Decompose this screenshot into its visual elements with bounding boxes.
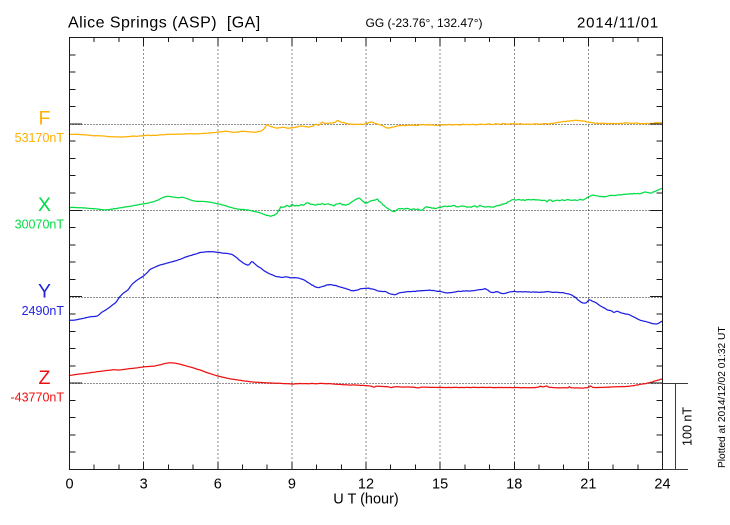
svg-text:24: 24 <box>654 477 670 493</box>
svg-text:6: 6 <box>214 477 222 493</box>
svg-text:U T (hour): U T (hour) <box>333 492 399 508</box>
svg-text:0: 0 <box>65 477 73 493</box>
svg-text:18: 18 <box>506 477 522 493</box>
svg-text:2014/11/01: 2014/11/01 <box>577 15 659 32</box>
svg-text:Z: Z <box>39 367 51 389</box>
svg-text:-43770nT: -43770nT <box>10 390 64 404</box>
svg-text:Plotted at 2014/12/02 01:32 UT: Plotted at 2014/12/02 01:32 UT <box>717 326 728 468</box>
svg-text:30070nT: 30070nT <box>15 217 65 231</box>
svg-text:9: 9 <box>288 477 296 493</box>
svg-text:53170nT: 53170nT <box>15 131 65 145</box>
svg-text:Alice Springs (ASP) [GA]: Alice Springs (ASP) [GA] <box>68 15 261 32</box>
svg-text:X: X <box>38 194 51 216</box>
svg-text:12: 12 <box>358 477 374 493</box>
svg-text:GG (-23.76°, 132.47°): GG (-23.76°, 132.47°) <box>366 16 483 30</box>
svg-text:21: 21 <box>580 477 596 493</box>
svg-text:Y: Y <box>38 280 51 302</box>
svg-text:F: F <box>39 107 51 129</box>
svg-text:15: 15 <box>432 477 448 493</box>
svg-text:2490nT: 2490nT <box>22 304 65 318</box>
svg-text:100 nT: 100 nT <box>681 407 695 446</box>
svg-text:3: 3 <box>140 477 148 493</box>
